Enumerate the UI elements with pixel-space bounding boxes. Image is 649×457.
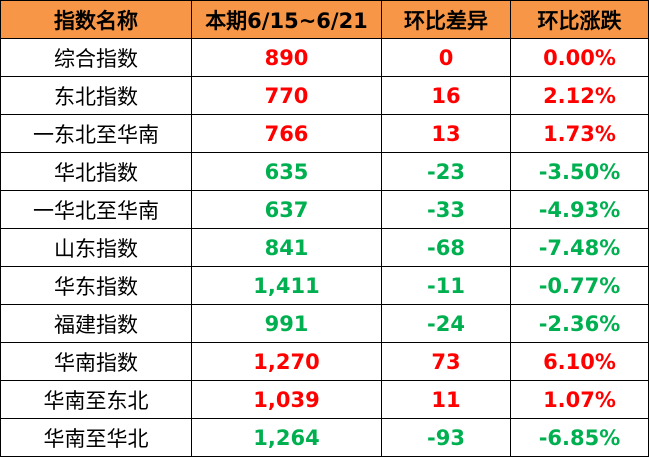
value-cell: 1,411: [191, 266, 382, 305]
table-row: 华南至东北 1,039 11 1.07%: [0, 380, 649, 419]
diff-cell: -93: [381, 418, 511, 457]
diff-cell: 73: [381, 342, 511, 381]
diff-cell: -11: [381, 266, 511, 305]
table-row: 综合指数 890 0 0.00%: [0, 38, 649, 77]
table-row: 华北指数 635 -23 -3.50%: [0, 152, 649, 191]
diff-cell: -68: [381, 228, 511, 267]
index-name-cell: 福建指数: [0, 304, 192, 343]
index-name-cell: 综合指数: [0, 38, 192, 77]
diff-cell: 11: [381, 380, 511, 419]
header-current-period: 本期6/15~6/21: [191, 0, 382, 39]
index-name-cell: 华南至东北: [0, 380, 192, 419]
index-name-cell: 华南指数: [0, 342, 192, 381]
diff-cell: -24: [381, 304, 511, 343]
table-row: 东北指数 770 16 2.12%: [0, 76, 649, 115]
header-index-name: 指数名称: [0, 0, 192, 39]
value-cell: 770: [191, 76, 382, 115]
diff-cell: 0: [381, 38, 511, 77]
change-pct-cell: 1.73%: [510, 114, 649, 153]
change-pct-cell: 2.12%: [510, 76, 649, 115]
index-name-cell: 华南至华北: [0, 418, 192, 457]
value-cell: 841: [191, 228, 382, 267]
diff-cell: 16: [381, 76, 511, 115]
change-pct-cell: -6.85%: [510, 418, 649, 457]
change-pct-cell: -0.77%: [510, 266, 649, 305]
value-cell: 635: [191, 152, 382, 191]
index-name-cell: 一东北至华南: [0, 114, 192, 153]
table-row: 华东指数 1,411 -11 -0.77%: [0, 266, 649, 305]
table-row: 华南至华北 1,264 -93 -6.85%: [0, 418, 649, 457]
diff-cell: -23: [381, 152, 511, 191]
index-name-cell: 华北指数: [0, 152, 192, 191]
change-pct-cell: 6.10%: [510, 342, 649, 381]
table-row: 福建指数 991 -24 -2.36%: [0, 304, 649, 343]
change-pct-cell: 1.07%: [510, 380, 649, 419]
change-pct-cell: -3.50%: [510, 152, 649, 191]
change-pct-cell: -4.93%: [510, 190, 649, 229]
value-cell: 1,270: [191, 342, 382, 381]
value-cell: 637: [191, 190, 382, 229]
index-name-cell: 东北指数: [0, 76, 192, 115]
table-row: 华南指数 1,270 73 6.10%: [0, 342, 649, 381]
value-cell: 1,039: [191, 380, 382, 419]
table-row: 山东指数 841 -68 -7.48%: [0, 228, 649, 267]
diff-cell: -33: [381, 190, 511, 229]
value-cell: 766: [191, 114, 382, 153]
index-name-cell: 山东指数: [0, 228, 192, 267]
header-row: 指数名称 本期6/15~6/21 环比差异 环比涨跌: [0, 0, 649, 39]
diff-cell: 13: [381, 114, 511, 153]
value-cell: 991: [191, 304, 382, 343]
index-name-cell: 一华北至华南: [0, 190, 192, 229]
change-pct-cell: -7.48%: [510, 228, 649, 267]
change-pct-cell: -2.36%: [510, 304, 649, 343]
table-row: 一华北至华南 637 -33 -4.93%: [0, 190, 649, 229]
value-cell: 890: [191, 38, 382, 77]
header-change-pct: 环比涨跌: [510, 0, 649, 39]
change-pct-cell: 0.00%: [510, 38, 649, 77]
value-cell: 1,264: [191, 418, 382, 457]
header-diff: 环比差异: [381, 0, 511, 39]
table-row: 一东北至华南 766 13 1.73%: [0, 114, 649, 153]
index-name-cell: 华东指数: [0, 266, 192, 305]
